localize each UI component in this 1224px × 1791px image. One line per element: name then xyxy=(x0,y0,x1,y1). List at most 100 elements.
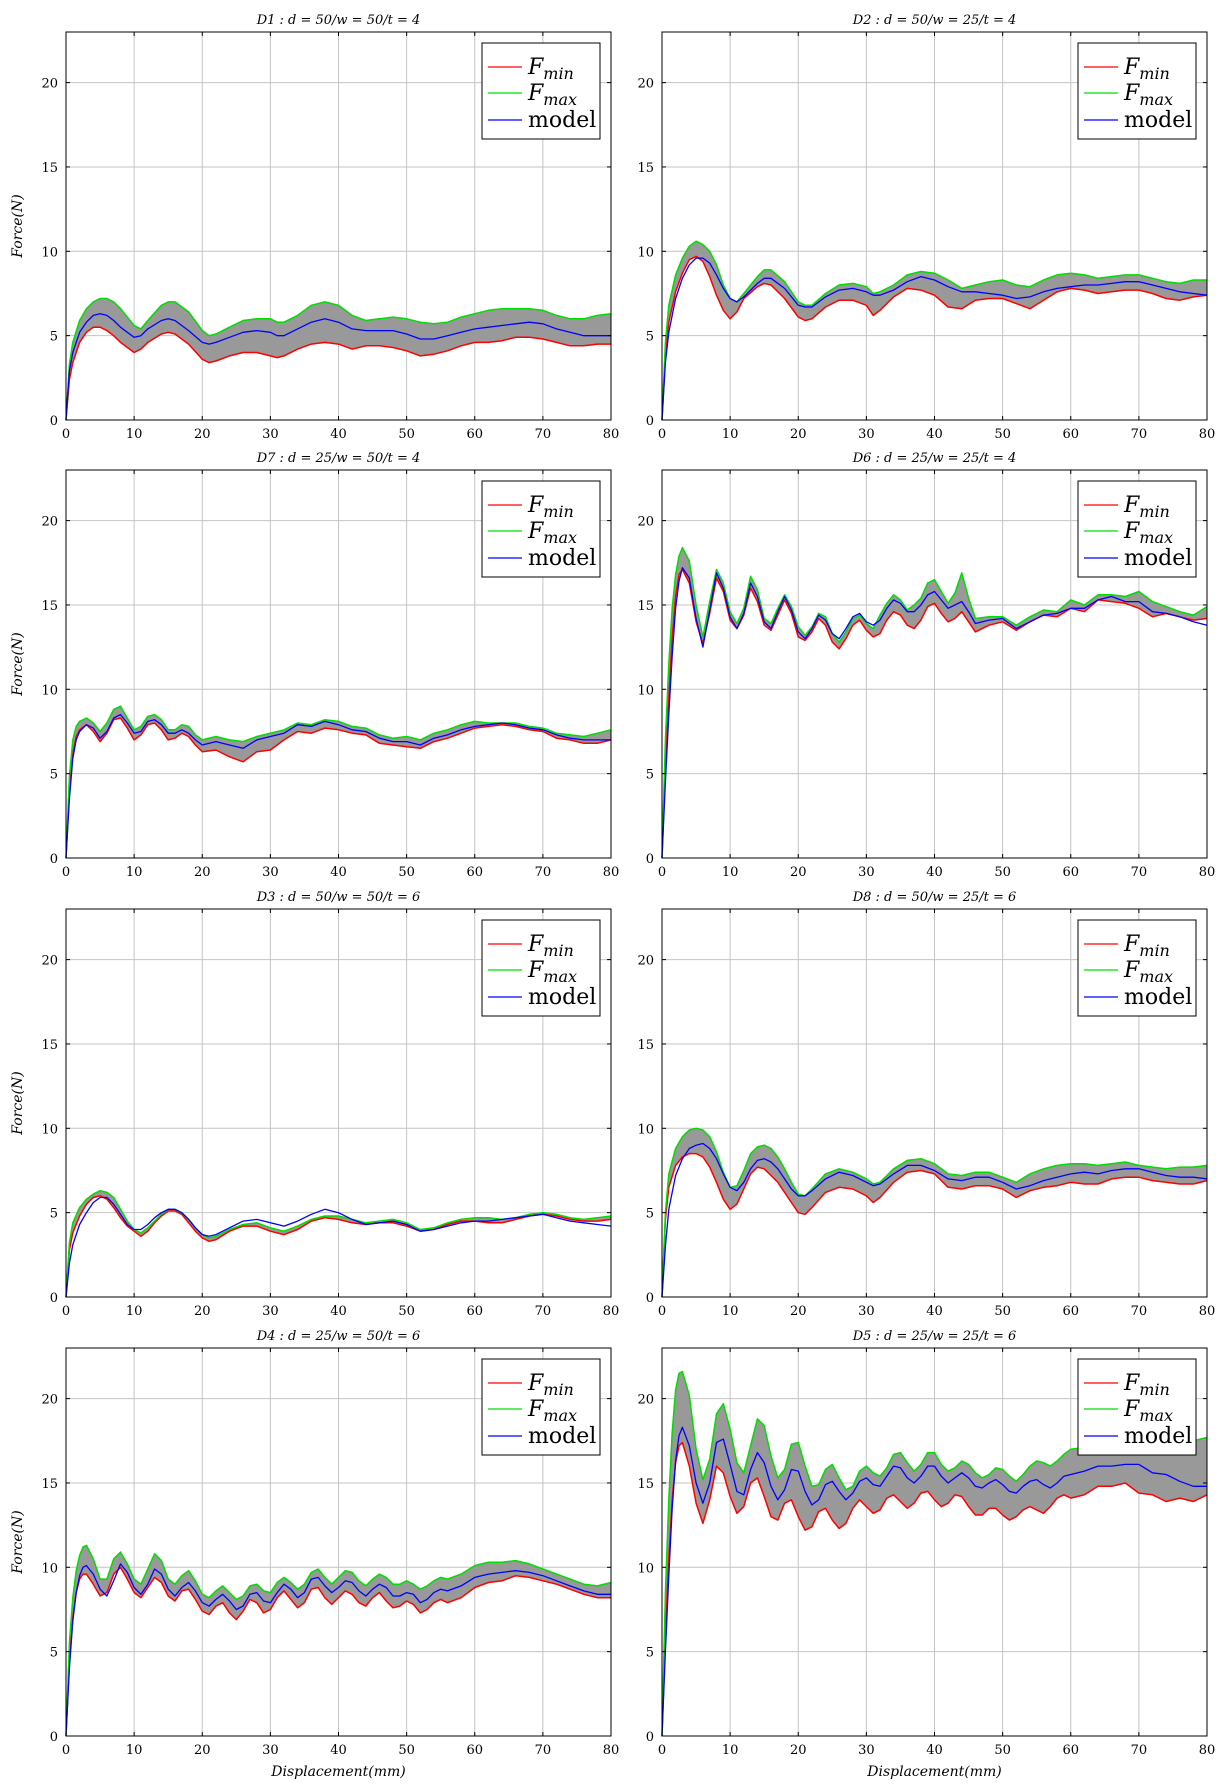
panel-title: D1 : d = 50/w = 50/t = 4 xyxy=(256,13,421,28)
x-tick-label: 80 xyxy=(603,1743,620,1758)
y-axis-label: Force(N) xyxy=(10,194,26,258)
y-tick-label: 0 xyxy=(646,1730,654,1745)
legend-fmin-sub: min xyxy=(1139,1380,1170,1399)
y-tick-label: 15 xyxy=(41,161,58,176)
x-tick-label: 0 xyxy=(658,1304,666,1319)
x-tick-label: 20 xyxy=(790,1304,807,1319)
legend-fmax-label: Fmax xyxy=(527,1397,577,1425)
envelope-band xyxy=(662,241,1207,420)
x-tick-label: 70 xyxy=(535,1304,552,1319)
legend-fmin-sub: min xyxy=(1139,941,1170,960)
x-tick-label: 30 xyxy=(262,427,279,442)
x-tick-label: 60 xyxy=(1062,427,1079,442)
panel-title: D3 : d = 50/w = 50/t = 6 xyxy=(256,890,421,905)
x-tick-label: 30 xyxy=(262,865,279,880)
x-tick-label: 40 xyxy=(330,865,347,880)
y-tick-label: 5 xyxy=(50,768,58,783)
panel-title: D2 : d = 50/w = 25/t = 4 xyxy=(852,13,1017,28)
legend-fmax-main: F xyxy=(1123,1397,1140,1422)
legend-fmin-sub: min xyxy=(543,941,574,960)
legend-fmax-label: Fmax xyxy=(1123,519,1173,547)
x-tick-label: 20 xyxy=(194,427,211,442)
x-tick-label: 0 xyxy=(62,427,70,442)
fmin-line xyxy=(65,717,612,859)
x-axis-label: Displacement(mm) xyxy=(866,1764,1001,1780)
x-tick-label: 40 xyxy=(926,865,943,880)
legend-box xyxy=(481,42,601,140)
x-tick-label: 20 xyxy=(790,865,807,880)
x-tick-label: 20 xyxy=(194,1743,211,1758)
x-tick-label: 40 xyxy=(926,1304,943,1319)
legend-model-label: model xyxy=(1124,546,1192,571)
x-tick-label: 30 xyxy=(858,1743,875,1758)
legend-fmax-main: F xyxy=(527,1397,544,1422)
x-tick-label: 40 xyxy=(330,1743,347,1758)
legend-fmax-main: F xyxy=(1123,519,1140,544)
legend-fmin-sub: min xyxy=(543,64,574,83)
x-tick-label: 10 xyxy=(722,427,739,442)
y-tick-label: 0 xyxy=(646,852,654,867)
legend-fmax-sub: max xyxy=(1139,1406,1173,1425)
x-tick-label: 40 xyxy=(926,427,943,442)
fmin-line xyxy=(661,255,1208,421)
y-tick-label: 0 xyxy=(646,414,654,429)
fmax-line xyxy=(661,546,1208,859)
panel-title: D7 : d = 25/w = 50/t = 4 xyxy=(256,451,421,466)
legend-fmax-sub: max xyxy=(543,528,577,547)
legend-fmin-label: Fmin xyxy=(1123,55,1170,83)
y-tick-label: 5 xyxy=(646,1646,654,1661)
x-tick-label: 30 xyxy=(262,1743,279,1758)
x-tick-label: 30 xyxy=(262,1304,279,1319)
x-tick-label: 10 xyxy=(126,865,143,880)
panel-7: 0 10 20 30 40 50 60 70 80 0 5 10 15 20 D4 : d = 25/w =… xyxy=(10,1329,619,1780)
legend-fmin-sub: min xyxy=(543,502,574,521)
legend-box xyxy=(481,1358,601,1456)
y-tick-label: 5 xyxy=(646,768,654,783)
y-tick-label: 20 xyxy=(41,77,58,92)
x-tick-label: 20 xyxy=(790,1743,807,1758)
model-line xyxy=(661,567,1208,859)
legend-fmin-main: F xyxy=(527,1371,544,1396)
legend-fmin-label: Fmin xyxy=(527,493,574,521)
legend-fmax-sub: max xyxy=(543,1406,577,1425)
legend-fmin-main: F xyxy=(1123,493,1140,518)
y-tick-label: 10 xyxy=(637,245,654,260)
x-tick-label: 60 xyxy=(466,865,483,880)
x-tick-label: 10 xyxy=(722,865,739,880)
x-tick-label: 50 xyxy=(994,865,1011,880)
legend-fmin-label: Fmin xyxy=(527,1371,574,1399)
legend-fmax-label: Fmax xyxy=(1123,81,1173,109)
y-tick-label: 5 xyxy=(50,1646,58,1661)
y-tick-label: 15 xyxy=(637,599,654,614)
legend-fmin-label: Fmin xyxy=(1123,932,1170,960)
x-tick-label: 70 xyxy=(1131,427,1148,442)
x-tick-label: 0 xyxy=(62,1743,70,1758)
fmin-line xyxy=(661,1441,1208,1737)
y-tick-label: 10 xyxy=(41,1561,58,1576)
y-tick-label: 15 xyxy=(41,1038,58,1053)
fmin-line xyxy=(65,326,611,421)
y-tick-label: 20 xyxy=(637,515,654,530)
y-tick-label: 15 xyxy=(637,1477,654,1492)
legend-fmax-label: Fmax xyxy=(527,81,577,109)
panel-5: 0 10 20 30 40 50 60 70 80 0 5 10 15 20 D3 : d = 50/w =… xyxy=(10,890,619,1319)
y-tick-label: 0 xyxy=(50,414,58,429)
model-line xyxy=(65,1196,612,1298)
y-tick-label: 15 xyxy=(41,1477,58,1492)
model-line xyxy=(661,257,1208,421)
panel-title: D6 : d = 25/w = 25/t = 4 xyxy=(852,451,1017,466)
panel-title: D8 : d = 50/w = 25/t = 6 xyxy=(852,890,1017,905)
y-tick-label: 0 xyxy=(646,1291,654,1306)
legend-fmin-sub: min xyxy=(1139,502,1170,521)
y-tick-label: 0 xyxy=(50,1291,58,1306)
fmax-line xyxy=(65,1189,612,1298)
model-line xyxy=(65,313,611,421)
x-tick-label: 40 xyxy=(926,1743,943,1758)
fmax-line xyxy=(661,1370,1208,1737)
x-tick-label: 60 xyxy=(466,427,483,442)
model-line xyxy=(65,713,611,859)
legend-fmax-sub: max xyxy=(543,967,577,986)
